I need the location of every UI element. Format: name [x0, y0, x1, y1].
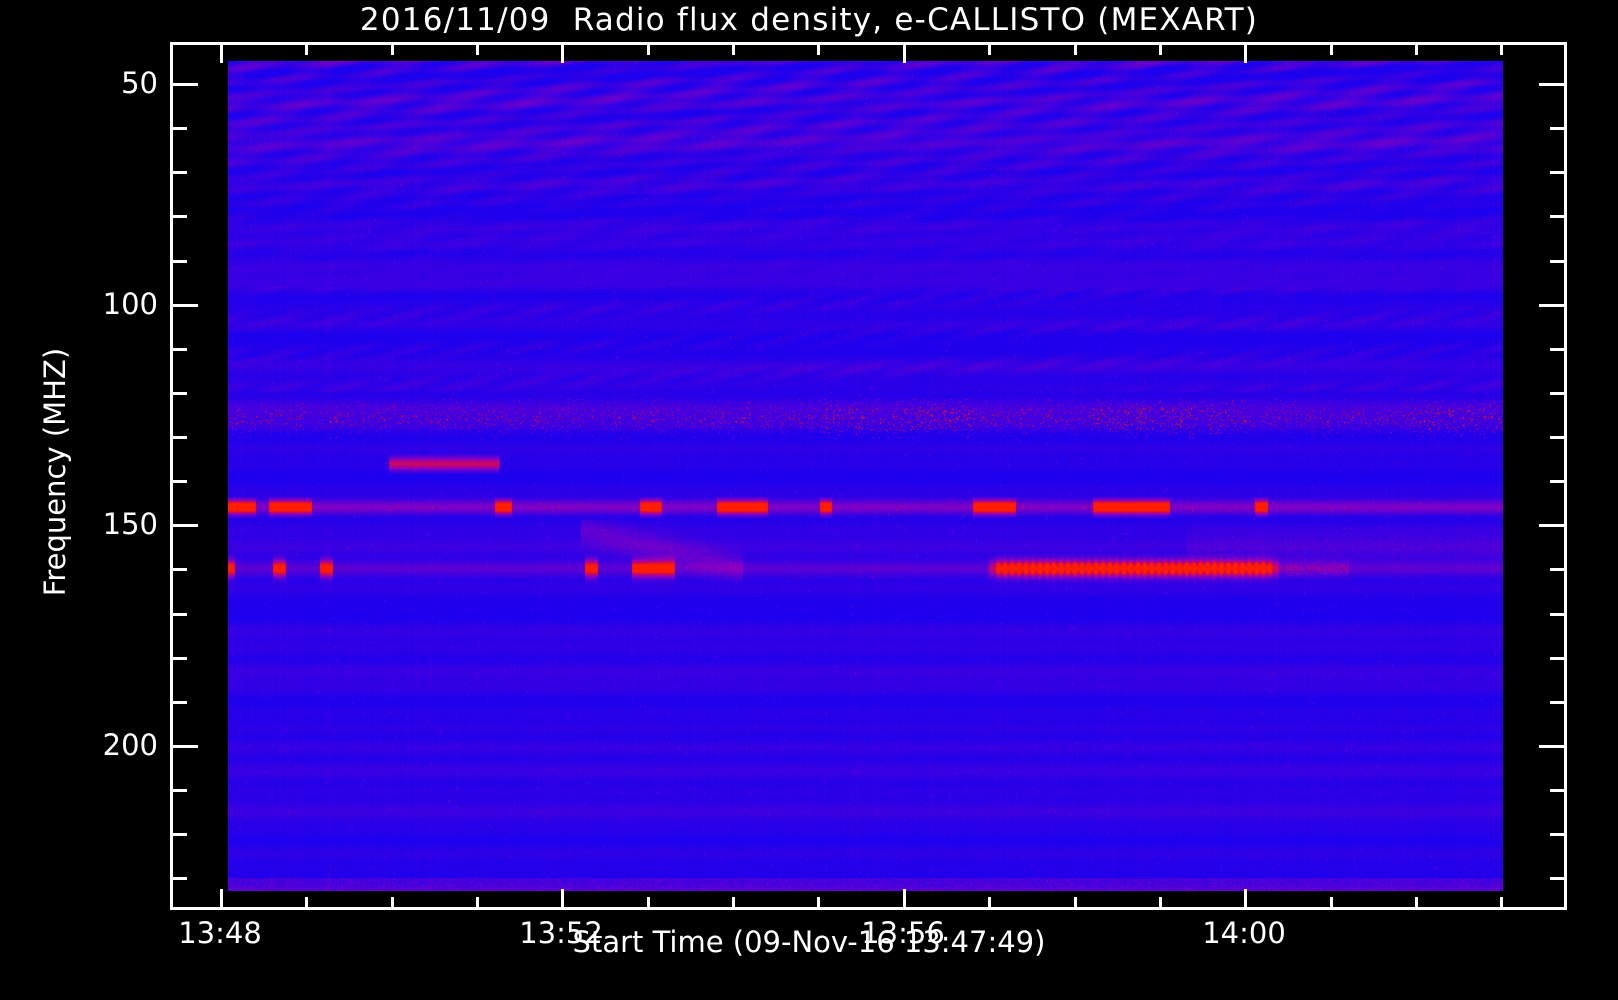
page-title: 2016/11/09 Radio flux density, e-CALLIST… — [359, 2, 1259, 38]
spectrogram-image — [228, 61, 1503, 891]
x-minor-tick-top — [988, 42, 991, 55]
y-minor-tick-right — [1550, 348, 1567, 351]
y-major-tick-right — [1539, 745, 1567, 748]
x-major-tick — [903, 889, 906, 910]
y-major-tick — [170, 83, 198, 86]
x-minor-tick — [647, 897, 650, 910]
y-major-tick — [170, 524, 198, 527]
x-minor-tick-top — [1330, 42, 1333, 55]
y-major-tick-right — [1539, 524, 1567, 527]
y-major-tick — [170, 745, 198, 748]
y-tick-label: 50 — [121, 66, 158, 100]
x-minor-tick — [732, 897, 735, 910]
y-minor-tick-right — [1550, 127, 1567, 130]
y-minor-tick — [170, 215, 187, 218]
x-minor-tick-top — [1500, 42, 1503, 55]
x-minor-tick — [1500, 897, 1503, 910]
x-major-tick — [1244, 889, 1247, 910]
x-minor-tick — [817, 897, 820, 910]
y-axis-title: Frequency (MHZ) — [38, 347, 72, 597]
x-minor-tick — [305, 897, 308, 910]
y-minor-tick — [170, 613, 187, 616]
y-minor-tick-right — [1550, 171, 1567, 174]
y-minor-tick — [170, 348, 187, 351]
axes-frame — [170, 42, 1567, 910]
x-tick-label: 13:56 — [861, 916, 945, 950]
y-major-tick — [170, 304, 198, 307]
x-tick-label: 13:48 — [178, 916, 262, 950]
x-minor-tick-top — [732, 42, 735, 55]
y-minor-tick — [170, 171, 187, 174]
x-axis-title: Start Time (09-Nov-16 13:47:49) — [572, 925, 1046, 959]
y-tick-label: 200 — [102, 728, 158, 762]
x-tick-label: 14:00 — [1202, 916, 1286, 950]
y-minor-tick — [170, 127, 187, 130]
y-minor-tick — [170, 657, 187, 660]
y-minor-tick-right — [1550, 568, 1567, 571]
x-minor-tick-top — [1415, 42, 1418, 55]
x-major-tick — [220, 889, 223, 910]
x-minor-tick — [1415, 897, 1418, 910]
x-minor-tick-top — [476, 42, 479, 55]
x-minor-tick — [391, 897, 394, 910]
y-major-tick-right — [1539, 304, 1567, 307]
y-minor-tick-right — [1550, 215, 1567, 218]
x-minor-tick-top — [1159, 42, 1162, 55]
x-tick-label: 13:52 — [519, 916, 603, 950]
y-tick-label: 150 — [102, 507, 158, 541]
y-minor-tick-right — [1550, 392, 1567, 395]
y-minor-tick — [170, 701, 187, 704]
x-major-tick-top — [220, 42, 223, 63]
x-minor-tick — [1159, 897, 1162, 910]
x-minor-tick — [988, 897, 991, 910]
spectrogram-canvas — [228, 61, 1503, 891]
x-minor-tick — [1074, 897, 1077, 910]
x-minor-tick-top — [305, 42, 308, 55]
y-minor-tick-right — [1550, 436, 1567, 439]
y-tick-label: 100 — [102, 287, 158, 321]
x-minor-tick-top — [647, 42, 650, 55]
y-minor-tick-right — [1550, 613, 1567, 616]
y-minor-tick — [170, 568, 187, 571]
y-minor-tick — [170, 392, 187, 395]
x-major-tick — [561, 889, 564, 910]
y-minor-tick-right — [1550, 877, 1567, 880]
x-major-tick-top — [1244, 42, 1247, 63]
y-minor-tick-right — [1550, 789, 1567, 792]
y-minor-tick — [170, 789, 187, 792]
y-minor-tick — [170, 260, 187, 263]
x-minor-tick-top — [817, 42, 820, 55]
x-major-tick-top — [561, 42, 564, 63]
y-minor-tick-right — [1550, 701, 1567, 704]
y-minor-tick-right — [1550, 480, 1567, 483]
y-minor-tick-right — [1550, 833, 1567, 836]
y-minor-tick — [170, 833, 187, 836]
y-minor-tick-right — [1550, 260, 1567, 263]
x-minor-tick — [476, 897, 479, 910]
x-minor-tick-top — [391, 42, 394, 55]
y-minor-tick-right — [1550, 657, 1567, 660]
y-minor-tick — [170, 877, 187, 880]
x-minor-tick-top — [1074, 42, 1077, 55]
x-minor-tick — [1330, 897, 1333, 910]
x-major-tick-top — [903, 42, 906, 63]
y-minor-tick — [170, 480, 187, 483]
y-major-tick-right — [1539, 83, 1567, 86]
y-minor-tick — [170, 436, 187, 439]
